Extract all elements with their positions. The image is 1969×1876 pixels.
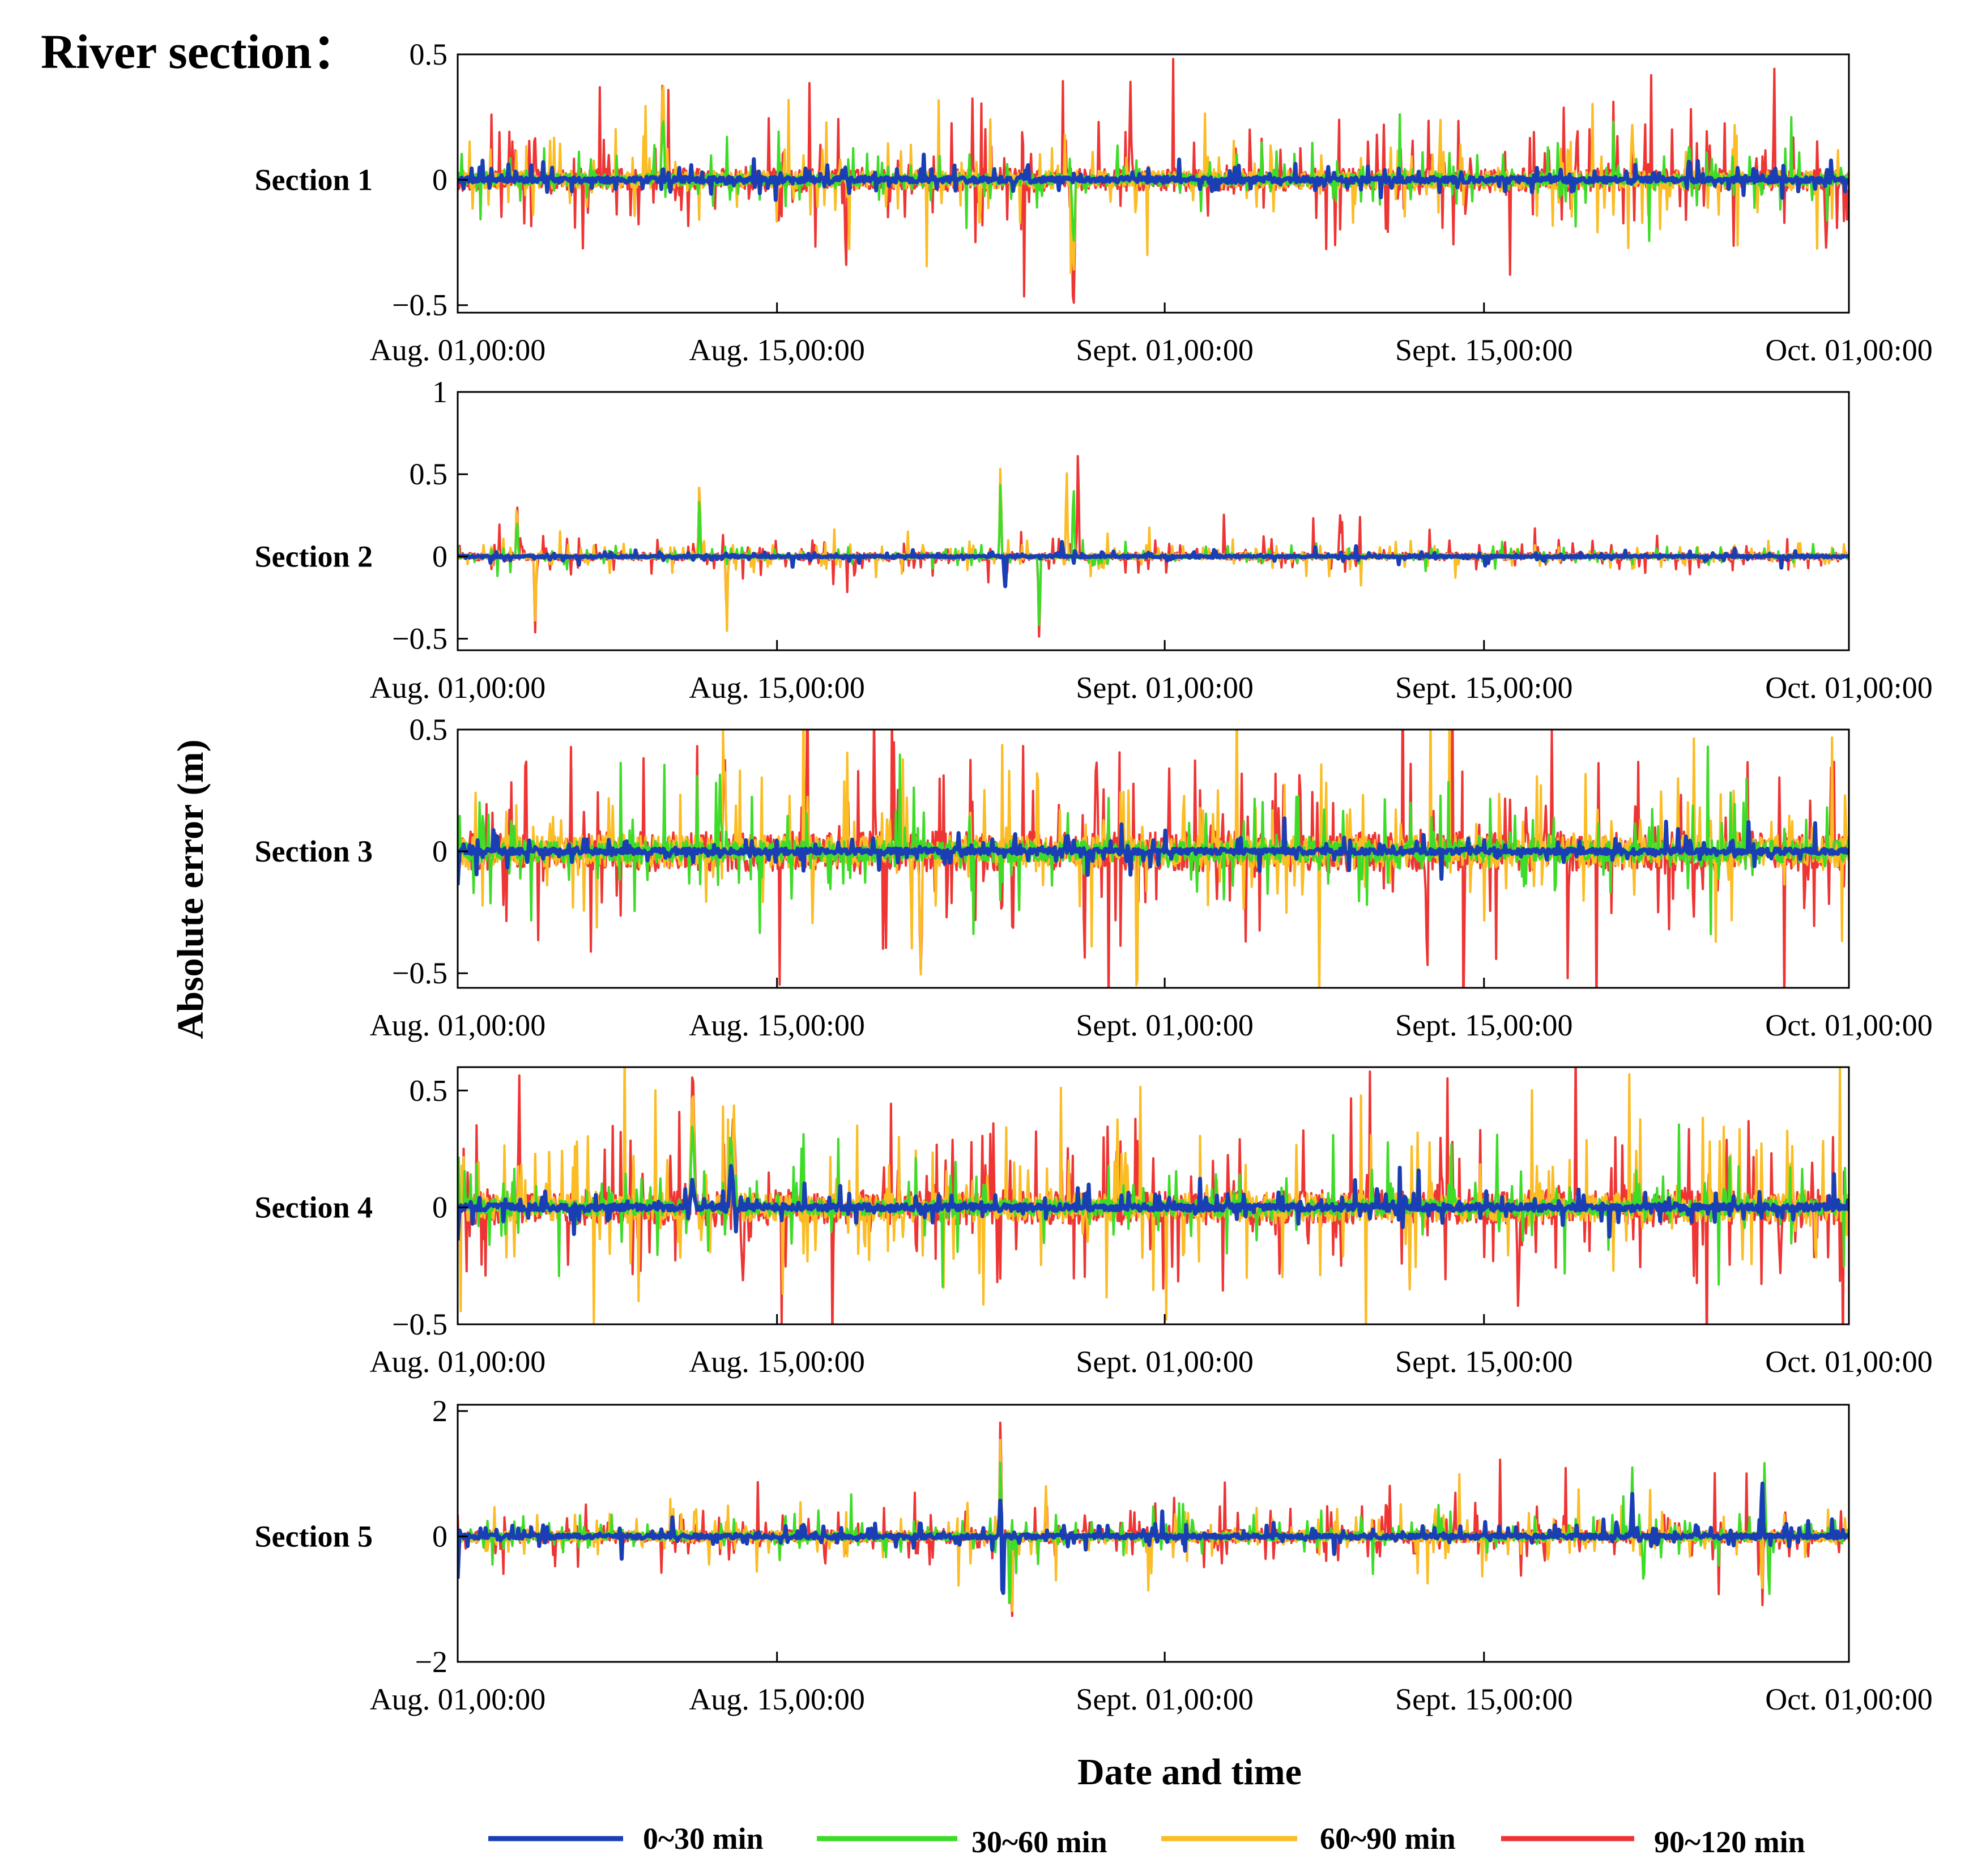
legend-label: 90~120 min — [1654, 1825, 1805, 1859]
y-tick-label: 0 — [432, 1191, 448, 1225]
chart-panel-2: 1 0.5 0 −0.5 Aug. 01,00:00 Aug. 15,00:00 Sept.… — [255, 375, 1933, 705]
section-label: Section 5 — [255, 1520, 373, 1554]
x-tick-label: Oct. 01,00:00 — [1765, 1682, 1932, 1716]
section-label: Section 4 — [255, 1191, 373, 1225]
x-tick-label: Aug. 01,00:00 — [370, 1682, 546, 1716]
series-line-0-30-min — [458, 1481, 1849, 1595]
legend-label: 0~30 min — [643, 1822, 764, 1856]
chart-panel-3: 0.5 0 −0.5 Aug. 01,00:00 Aug. 15,00:00 Sept. … — [255, 713, 1933, 1042]
series-group — [458, 1421, 1849, 1617]
section-label: Section 1 — [255, 163, 373, 197]
series-line-90-120-min — [458, 455, 1849, 638]
legend: 0~30 min 30~60 min 60~90 min 90~120 min — [488, 1822, 1805, 1859]
section-label: Section 2 — [255, 539, 373, 573]
x-tick-label: Sept. 01,00:00 — [1076, 671, 1254, 705]
plot-frame — [457, 728, 1850, 989]
x-tick-label: Aug. 01,00:00 — [370, 333, 546, 367]
x-tick-label: Sept. 15,00:00 — [1395, 671, 1573, 705]
y-tick-label: 1 — [432, 375, 448, 409]
x-tick-label: Aug. 01,00:00 — [370, 671, 546, 705]
y-tick-label: 0.5 — [410, 1073, 448, 1107]
chart-panel-1: 0.5 0 −0.5 Aug. 01,00:00 Aug. 15,00:00 Sept. … — [255, 37, 1933, 367]
x-tick-label: Sept. 15,00:00 — [1395, 333, 1573, 367]
plot-frame — [457, 1404, 1850, 1663]
y-tick-label: −2 — [415, 1645, 448, 1679]
series-line-0-30-min — [458, 152, 1849, 202]
legend-label: 30~60 min — [971, 1825, 1107, 1859]
series-line-0-30-min — [458, 540, 1849, 589]
x-tick-label: Sept. 01,00:00 — [1076, 1008, 1254, 1042]
y-tick-label: 0.5 — [410, 713, 448, 747]
x-tick-label: Aug. 15,00:00 — [689, 1008, 865, 1042]
y-tick-label: −0.5 — [392, 622, 448, 656]
figure-title: River section： — [41, 24, 360, 79]
x-tick-label: Oct. 01,00:00 — [1765, 1008, 1932, 1042]
x-axis-label: Date and time — [1077, 1751, 1302, 1793]
section-label: Section 3 — [255, 834, 373, 868]
y-tick-label: 0.5 — [410, 457, 448, 491]
plot-frame — [457, 1066, 1850, 1325]
plot-frame — [457, 391, 1850, 651]
panels: 0.5 0 −0.5 Aug. 01,00:00 Aug. 15,00:00 Sept. … — [255, 37, 1933, 1716]
x-tick-label: Sept. 15,00:00 — [1395, 1682, 1573, 1716]
y-tick-label: 0 — [432, 1520, 448, 1554]
x-tick-label: Aug. 01,00:00 — [370, 1345, 546, 1379]
x-tick-label: Sept. 15,00:00 — [1395, 1345, 1573, 1379]
series-group — [458, 730, 1849, 988]
x-tick-label: Sept. 01,00:00 — [1076, 333, 1254, 367]
x-tick-label: Aug. 15,00:00 — [689, 1345, 865, 1379]
y-axis-label: Absolute error (m) — [170, 739, 211, 1039]
series-group — [458, 455, 1849, 638]
x-tick-label: Aug. 15,00:00 — [689, 333, 865, 367]
legend-label: 60~90 min — [1320, 1822, 1456, 1856]
y-tick-label: 0 — [432, 834, 448, 868]
y-tick-label: −0.5 — [392, 1307, 448, 1341]
plot-frame — [457, 53, 1850, 314]
x-tick-label: Sept. 01,00:00 — [1076, 1682, 1254, 1716]
series-group — [458, 58, 1849, 304]
x-tick-label: Sept. 01,00:00 — [1076, 1345, 1254, 1379]
series-line-0-30-min — [458, 816, 1849, 885]
x-tick-label: Oct. 01,00:00 — [1765, 1345, 1932, 1379]
series-group — [458, 1067, 1849, 1324]
series-line-60-90-min — [458, 468, 1849, 632]
x-tick-label: Aug. 01,00:00 — [370, 1008, 546, 1042]
y-tick-label: 2 — [432, 1394, 448, 1428]
y-tick-label: 0 — [432, 163, 448, 197]
x-tick-label: Oct. 01,00:00 — [1765, 671, 1932, 705]
x-tick-label: Aug. 15,00:00 — [689, 1682, 865, 1716]
y-tick-label: 0 — [432, 539, 448, 573]
y-tick-label: −0.5 — [392, 956, 448, 990]
y-tick-label: 0.5 — [410, 37, 448, 71]
y-tick-label: −0.5 — [392, 288, 448, 322]
x-tick-label: Aug. 15,00:00 — [689, 671, 865, 705]
x-tick-label: Oct. 01,00:00 — [1765, 333, 1932, 367]
x-tick-label: Sept. 15,00:00 — [1395, 1008, 1573, 1042]
series-line-0-30-min — [458, 1163, 1849, 1241]
chart-panel-4: 0.5 0 −0.5 Aug. 01,00:00 Aug. 15,00:00 Sept. … — [255, 1066, 1933, 1379]
